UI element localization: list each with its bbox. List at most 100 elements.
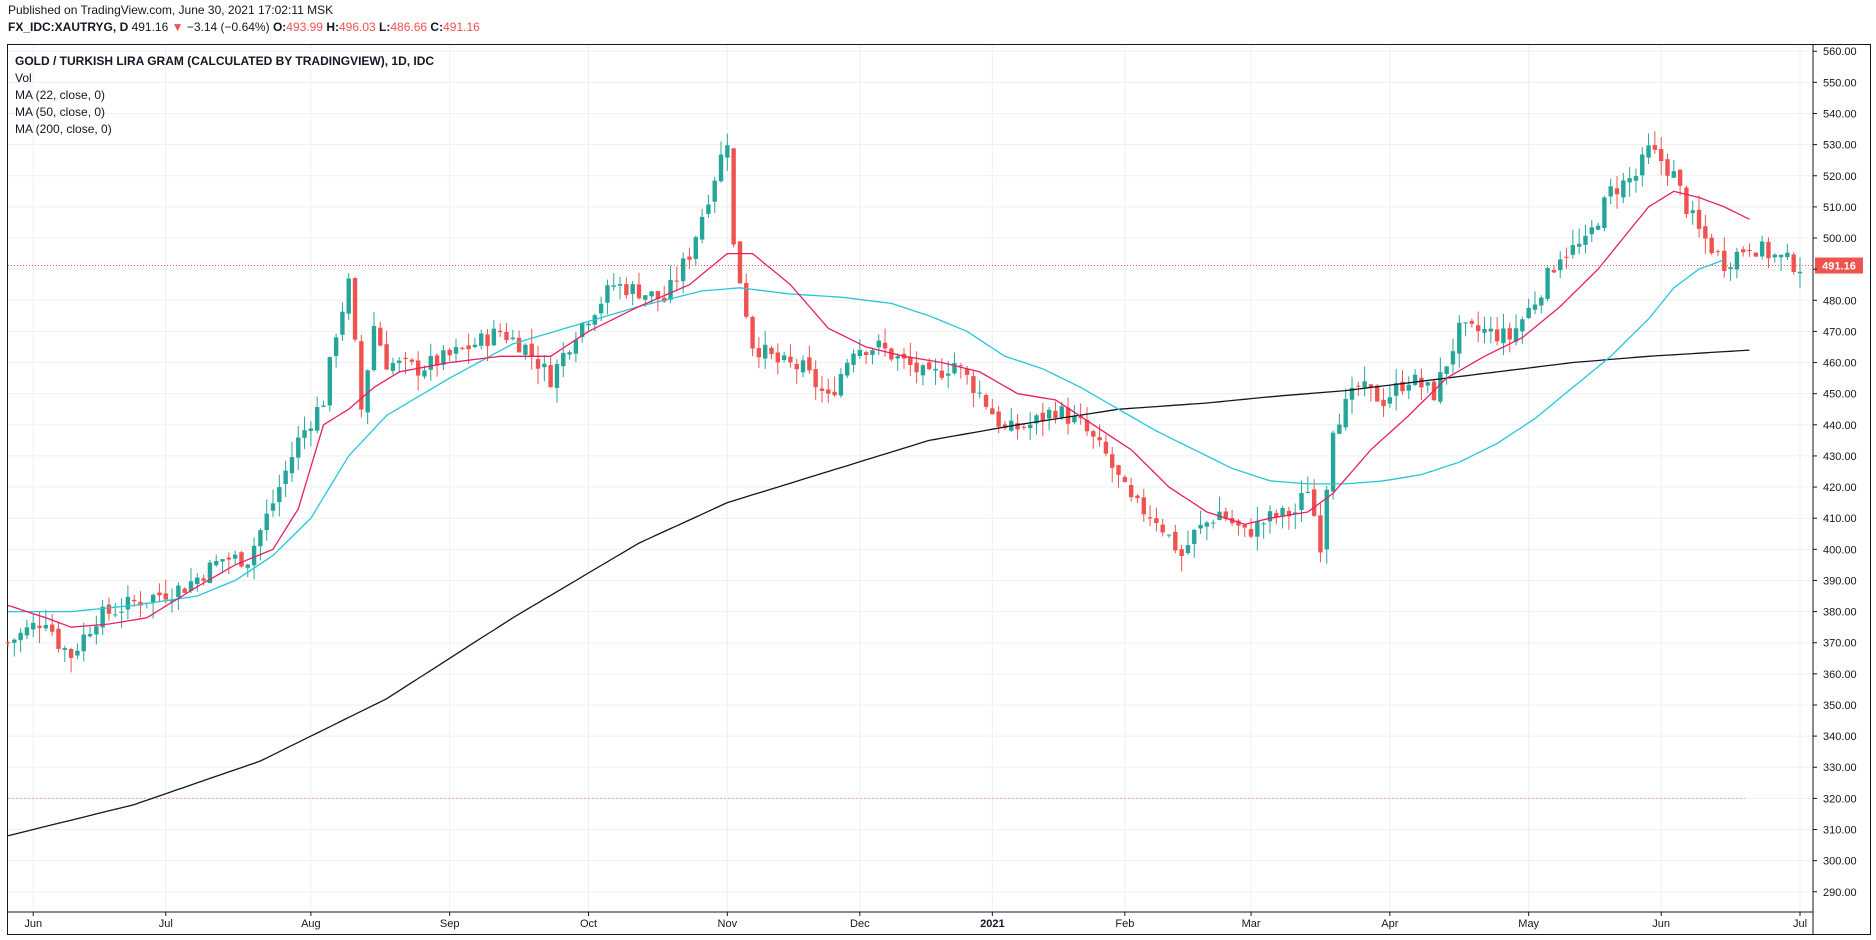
- x-tick-label: Jul: [159, 918, 173, 930]
- y-tick-label: 340.00: [1823, 731, 1857, 743]
- candle-body: [251, 545, 257, 566]
- candle-body: [567, 352, 572, 355]
- candle-body: [1526, 307, 1531, 318]
- candle-body: [1324, 489, 1329, 550]
- candle-body: [1179, 549, 1184, 557]
- candle-body: [649, 291, 654, 297]
- price-change: −3.14 (−0.64%): [186, 20, 270, 34]
- candle-body: [1286, 510, 1292, 517]
- y-tick-label: 450.00: [1823, 389, 1857, 401]
- candle-body: [611, 285, 616, 287]
- candle-body: [258, 530, 263, 547]
- candle-body: [1027, 424, 1033, 429]
- candle-body: [94, 626, 99, 635]
- chart-frame[interactable]: [7, 44, 1871, 935]
- candle-body: [1488, 328, 1494, 332]
- legend-ma50: MA (50, close, 0): [15, 105, 106, 119]
- candle-body: [756, 348, 762, 358]
- candle-body: [1040, 412, 1046, 422]
- candle-body: [927, 362, 932, 370]
- candle-body: [630, 284, 635, 294]
- x-tick-label: Apr: [1381, 918, 1398, 930]
- candle-body: [1457, 322, 1462, 354]
- candle-body: [1797, 271, 1803, 274]
- candle-body: [964, 369, 970, 375]
- candle-body: [725, 145, 730, 158]
- candle-body: [523, 344, 528, 355]
- candle-body: [983, 394, 989, 407]
- candle-body: [1627, 178, 1632, 183]
- candle-body: [731, 148, 736, 245]
- candle-body: [706, 204, 711, 214]
- candle-body: [1255, 521, 1260, 537]
- candle-body: [1248, 529, 1254, 537]
- candle-body: [397, 360, 402, 364]
- candle-body: [605, 285, 610, 303]
- symbol: FX_IDC:XAUTRYG, D: [8, 20, 129, 34]
- candle-body: [1652, 145, 1658, 150]
- candle-body: [1185, 545, 1191, 554]
- candle-body: [428, 355, 433, 370]
- candle-body: [403, 357, 408, 360]
- y-tick-label: 480.00: [1823, 295, 1857, 307]
- candle-body: [1318, 515, 1323, 553]
- candle-body: [1595, 225, 1601, 230]
- candle-body: [1034, 415, 1039, 424]
- candle-body: [1766, 241, 1771, 259]
- candle-body: [1532, 304, 1538, 310]
- candle-body: [769, 347, 774, 355]
- candle-body: [1305, 492, 1311, 494]
- candle-body: [1192, 529, 1197, 544]
- candle-body: [813, 369, 818, 388]
- candle-body: [1223, 511, 1229, 519]
- candle-body: [1482, 328, 1487, 333]
- candle-body: [863, 352, 869, 355]
- candle-body: [1021, 426, 1027, 428]
- candle-body: [150, 594, 156, 604]
- candle-body: [1602, 197, 1607, 229]
- candle-body: [1469, 320, 1475, 324]
- candle-body: [1722, 250, 1727, 272]
- candle-body: [1475, 325, 1481, 332]
- candle-body: [232, 554, 238, 559]
- candle-body: [264, 513, 269, 531]
- candle-body: [699, 216, 705, 240]
- candle-body: [1072, 415, 1077, 423]
- candle-body: [1084, 420, 1090, 432]
- candle-body: [1759, 241, 1765, 257]
- last-price-badge: [1815, 257, 1863, 274]
- candle-body: [277, 487, 282, 503]
- candle-body: [668, 279, 673, 300]
- candle-body: [131, 599, 137, 602]
- candle-body: [43, 624, 49, 629]
- candle-body: [529, 343, 534, 357]
- candle-body: [889, 348, 894, 360]
- candle-body: [491, 328, 497, 346]
- candle-body: [1785, 252, 1790, 258]
- candle-body: [1210, 522, 1216, 524]
- x-tick-label: Mar: [1242, 918, 1261, 930]
- candle-body: [1734, 251, 1740, 270]
- candle-body: [762, 344, 768, 359]
- candle-body: [12, 639, 17, 643]
- candle-body: [996, 411, 1001, 427]
- candle-body: [1173, 531, 1178, 551]
- x-tick-label: 2021: [980, 918, 1004, 930]
- candle-body: [447, 349, 452, 356]
- candle-body: [1160, 524, 1165, 533]
- candle-body: [62, 648, 67, 650]
- candle-body: [75, 650, 80, 656]
- open-value: 493.99: [286, 20, 323, 34]
- candle-body: [308, 428, 314, 432]
- candle-body: [346, 278, 351, 314]
- change-arrow-icon: ▼: [171, 20, 184, 34]
- candle-body: [857, 349, 863, 356]
- candle-body: [100, 606, 105, 628]
- candle-body: [579, 323, 585, 337]
- candle-body: [693, 237, 698, 259]
- candle-body: [542, 363, 547, 368]
- candle-body: [390, 363, 396, 371]
- candle-body: [1658, 149, 1664, 162]
- candle-body: [1236, 520, 1241, 526]
